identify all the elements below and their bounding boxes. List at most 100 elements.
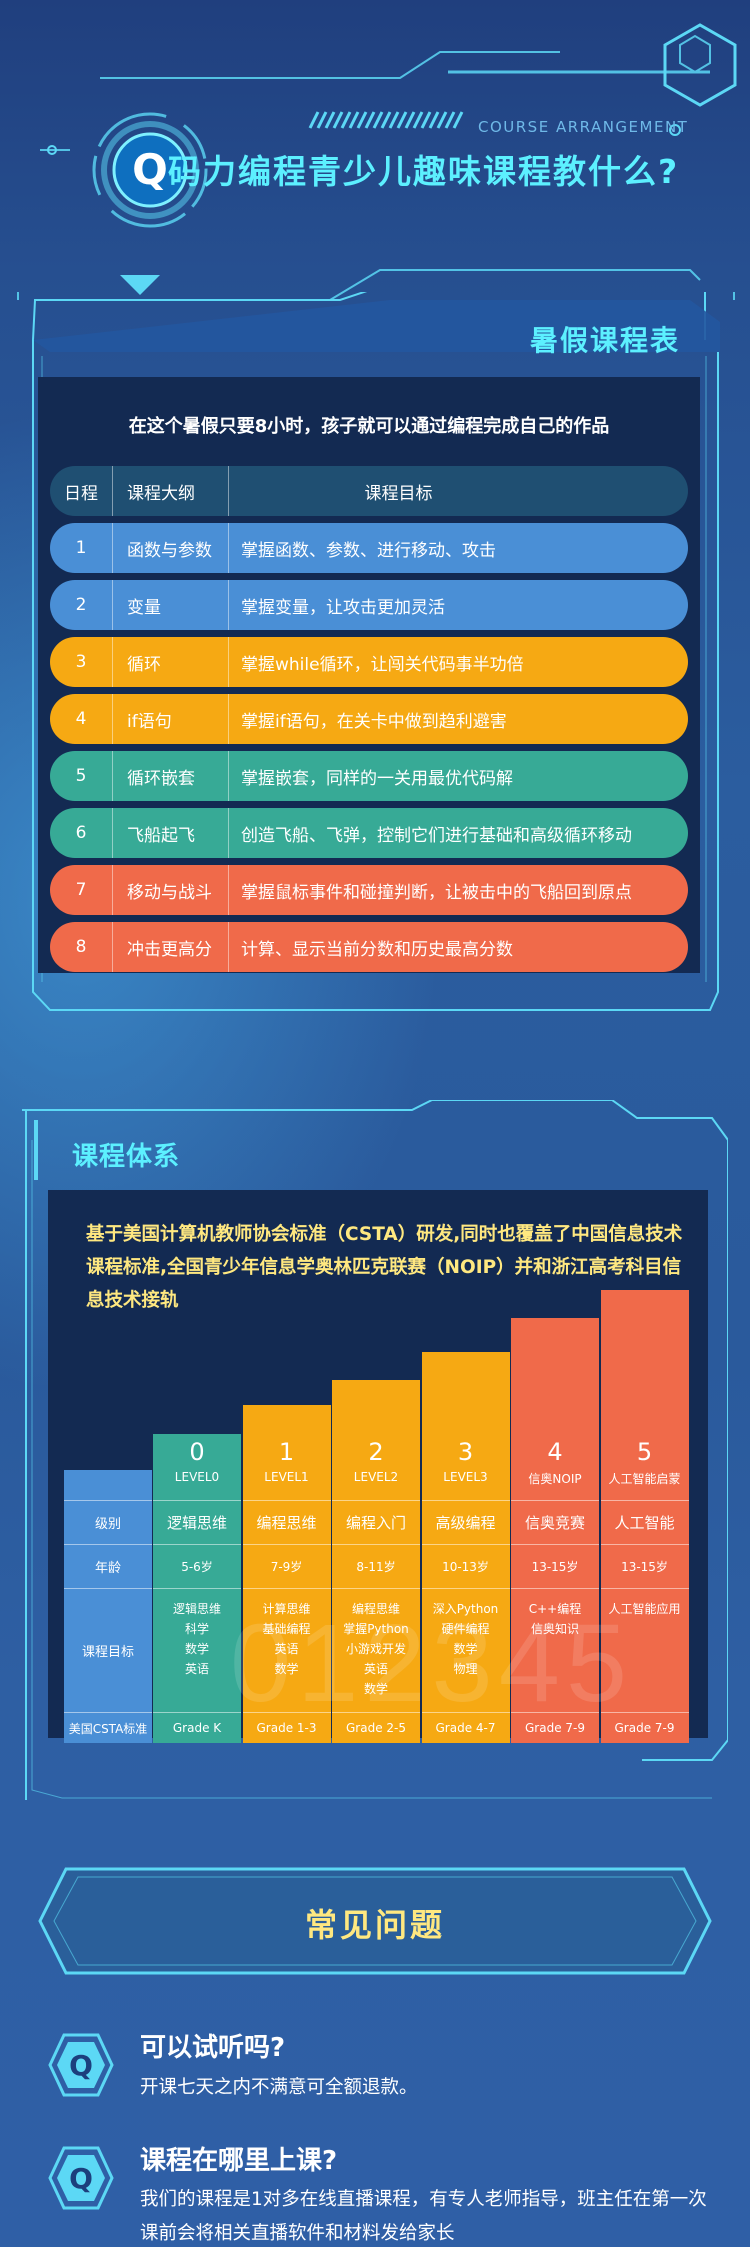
- level-goal-item: 深入Python: [432, 1602, 499, 1616]
- level-label: LEVEL3: [443, 1470, 488, 1484]
- row-label-column: 级别 年龄 课程目标 美国CSTA标准: [64, 1470, 152, 1743]
- level-age: 8-11岁: [332, 1544, 420, 1588]
- level-goal-item: 数学: [453, 1642, 478, 1656]
- level-grade: Grade 1-3: [242, 1712, 331, 1743]
- level-column: 3 LEVEL3 高级编程 10-13岁 深入Python 硬件编程 数学 物理 Grade 4…: [421, 1352, 510, 1743]
- level-goals: 逻辑思维 科学 数学 英语: [153, 1588, 241, 1712]
- level-name: 编程思维: [242, 1500, 331, 1544]
- schedule-header-row: 日程 课程大纲 课程目标: [50, 466, 688, 516]
- course-system-title: 课程体系: [72, 1142, 181, 1172]
- row-goal: 掌握while循环，让闯关代码事半功倍: [228, 637, 688, 687]
- q-letter: Q: [132, 145, 168, 194]
- level-goal-item: 计算思维: [262, 1602, 311, 1616]
- summer-frame: [32, 292, 720, 1011]
- level-label: LEVEL0: [174, 1470, 220, 1484]
- row-topic: if语句: [112, 694, 228, 744]
- level-goals: 人工智能应用: [600, 1588, 689, 1712]
- label-age: 年龄: [64, 1544, 152, 1588]
- level-number: 5: [636, 1438, 653, 1466]
- schedule-row: 7 移动与战斗 掌握鼠标事件和碰撞判断，让被击中的飞船回到原点: [50, 865, 688, 915]
- row-topic: 移动与战斗: [112, 865, 228, 915]
- row-goal: 掌握嵌套，同样的一关用最优代码解: [228, 751, 688, 801]
- level-goal-item: 科学: [184, 1622, 209, 1636]
- level-goal-item: 小游戏开发: [345, 1642, 406, 1656]
- level-grade: Grade 4-7: [421, 1712, 510, 1743]
- faq-question: 可以试听吗?: [140, 2033, 286, 2063]
- row-day: 5: [75, 766, 87, 786]
- row-topic: 飞船起飞: [112, 808, 228, 858]
- row-day: 3: [75, 652, 87, 672]
- level-number: 2: [368, 1438, 384, 1466]
- row-day: 8: [75, 937, 87, 957]
- level-label: LEVEL1: [264, 1470, 309, 1484]
- level-goal-item: 英语: [274, 1642, 299, 1656]
- col-header-day: 日程: [64, 483, 98, 504]
- page-title: 码力编程青少儿趣味课程教什么?: [168, 152, 680, 191]
- level-goal-item: 数学: [184, 1642, 209, 1656]
- level-goal-item: 数学: [274, 1662, 299, 1676]
- level-label: 人工智能启蒙: [608, 1472, 681, 1486]
- faq-answer: 开课七天之内不满意可全额退款。: [140, 2077, 418, 2098]
- label-level: 级别: [64, 1500, 152, 1544]
- level-number: 4: [547, 1438, 563, 1466]
- level-name: 逻辑思维: [153, 1500, 241, 1544]
- level-age: 13-15岁: [600, 1544, 689, 1588]
- hexagon-icon: [679, 34, 711, 74]
- level-grade: Grade 7-9: [600, 1712, 689, 1743]
- row-topic: 变量: [112, 580, 228, 630]
- level-column: 4 信奥NOIP 信奥竞赛 13-15岁 C++编程 信奥知识 Grade 7-9: [511, 1318, 599, 1743]
- level-goal-item: C++编程: [528, 1602, 582, 1616]
- row-day: 6: [75, 823, 87, 843]
- level-number: 3: [457, 1438, 474, 1466]
- level-column: 5 人工智能启蒙人工智能 13-15岁 人工智能应用 Grade 7-9: [600, 1290, 689, 1743]
- level-name: 人工智能: [600, 1500, 689, 1544]
- level-age: 13-15岁: [511, 1544, 599, 1588]
- level-number: 1: [278, 1438, 295, 1466]
- faq-q-letter: Q: [69, 2162, 93, 2195]
- course-system-intro: 基于美国计算机教师协会标准（CSTA）研发,同时也覆盖了中国信息技术课程标准,全…: [86, 1224, 683, 1311]
- faq-question: 课程在哪里上课?: [140, 2146, 338, 2176]
- level-grade: Grade 7-9: [511, 1712, 599, 1743]
- schedule-row: 3 循环 掌握while循环，让闯关代码事半功倍: [50, 637, 688, 687]
- row-goal: 掌握函数、参数、进行移动、攻击: [228, 523, 688, 573]
- level-goal-item: 基础编程: [262, 1622, 311, 1636]
- level-label: LEVEL2: [353, 1470, 399, 1484]
- faq-q-letter: Q: [69, 2049, 93, 2082]
- level-name: 高级编程: [421, 1500, 510, 1544]
- faq-answer: 我们的课程是1对多在线直播课程，有专人老师指导，班主任在第一次课前会将相关直播软…: [140, 2189, 707, 2244]
- row-goal: 掌握if语句，在关卡中做到趋利避害: [228, 694, 688, 744]
- level-column: 1 LEVEL1 编程思维 7-9岁 计算思维 基础编程 英语 数学 Grade 1-3: [242, 1405, 331, 1743]
- faq-q-icon: Q: [48, 2146, 114, 2210]
- level-label: 信奥NOIP: [528, 1472, 582, 1486]
- label-goals: 课程目标: [64, 1588, 152, 1712]
- schedule-row: 6 飞船起飞 创造飞船、飞弹，控制它们进行基础和高级循环移动: [50, 808, 688, 858]
- row-topic: 循环: [112, 637, 228, 687]
- schedule-row: 8 冲击更高分 计算、显示当前分数和历史最高分数: [50, 922, 688, 972]
- q-badge-icon: Q: [92, 112, 208, 228]
- level-name: 信奥竞赛: [511, 1500, 599, 1544]
- system-frame: [22, 1100, 728, 1800]
- level-goal-item: 英语: [184, 1662, 209, 1676]
- faq-q-icon: Q: [48, 2033, 114, 2097]
- level-goal-item: 编程思维: [351, 1602, 400, 1616]
- schedule-row: 2 变量 掌握变量，让攻击更加灵活: [50, 580, 688, 630]
- row-day: 2: [75, 595, 87, 615]
- summer-schedule-title: 暑假课程表: [530, 324, 681, 357]
- chevron-down-icon: [120, 275, 160, 295]
- level-goal-item: 数学: [363, 1682, 388, 1696]
- row-goal: 掌握鼠标事件和碰撞判断，让被击中的飞船回到原点: [228, 865, 688, 915]
- level-goals: 深入Python 硬件编程 数学 物理: [421, 1588, 510, 1712]
- row-goal: 创造飞船、飞弹，控制它们进行基础和高级循环移动: [228, 808, 688, 858]
- schedule-row: 5 循环嵌套 掌握嵌套，同样的一关用最优代码解: [50, 751, 688, 801]
- row-day: 7: [75, 880, 87, 900]
- level-column: 0 LEVEL0 逻辑思维 5-6岁 逻辑思维 科学 数学 英语 Grade K: [153, 1434, 241, 1743]
- watermark-digits: 012345: [230, 1602, 634, 1725]
- row-day: 4: [75, 709, 87, 729]
- course-arrangement-label: COURSE ARRANGEMENT: [478, 118, 689, 136]
- row-topic: 函数与参数: [112, 523, 228, 573]
- level-number: 0: [189, 1438, 205, 1466]
- summer-intro-text: 在这个暑假只要8小时，孩子就可以通过编程完成自己的作品: [128, 416, 610, 437]
- level-column: 2 LEVEL2 编程入门 8-11岁 编程思维 掌握Python 小游戏开发 英语 数学 Gra…: [332, 1380, 420, 1743]
- level-goal-item: 掌握Python: [343, 1622, 409, 1636]
